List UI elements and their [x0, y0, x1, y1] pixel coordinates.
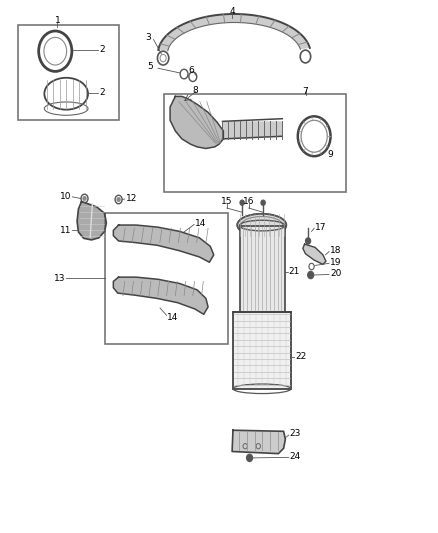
Polygon shape [158, 14, 310, 51]
Polygon shape [303, 244, 326, 264]
Text: 13: 13 [54, 273, 65, 282]
Text: 8: 8 [193, 85, 198, 94]
Text: 1: 1 [55, 17, 60, 26]
Bar [240, 225, 285, 312]
Text: 5: 5 [148, 62, 153, 71]
Text: 19: 19 [330, 258, 341, 266]
Text: 14: 14 [166, 312, 178, 321]
Text: 20: 20 [330, 270, 341, 278]
Text: 21: 21 [289, 268, 300, 276]
Polygon shape [223, 122, 283, 139]
Text: 15: 15 [221, 197, 233, 206]
Text: 3: 3 [145, 34, 151, 43]
Text: 17: 17 [315, 223, 327, 232]
Bar [18, 25, 119, 120]
Text: 16: 16 [243, 197, 254, 206]
Bar [164, 94, 346, 192]
Text: 2: 2 [99, 87, 105, 96]
Text: 11: 11 [60, 226, 71, 235]
Polygon shape [232, 430, 286, 454]
Polygon shape [113, 225, 214, 262]
Circle shape [240, 200, 244, 205]
Text: 23: 23 [290, 430, 301, 439]
Circle shape [117, 197, 120, 201]
Text: 18: 18 [330, 246, 341, 255]
Text: 7: 7 [302, 86, 308, 95]
Text: 4: 4 [229, 7, 235, 16]
Polygon shape [77, 201, 106, 240]
Polygon shape [170, 96, 223, 149]
Text: 22: 22 [295, 352, 306, 361]
Circle shape [247, 454, 253, 462]
Text: 14: 14 [194, 219, 206, 228]
Circle shape [307, 271, 314, 279]
Polygon shape [113, 277, 208, 314]
Circle shape [305, 238, 311, 244]
Text: 2: 2 [99, 45, 105, 54]
Bar [106, 213, 228, 344]
Circle shape [83, 196, 86, 200]
Text: 24: 24 [290, 453, 301, 462]
Bar [233, 312, 291, 389]
Ellipse shape [237, 214, 286, 236]
Text: 6: 6 [188, 67, 194, 75]
Circle shape [261, 200, 265, 205]
Text: 12: 12 [126, 194, 137, 203]
Text: 10: 10 [60, 192, 71, 201]
Text: 9: 9 [327, 150, 333, 159]
